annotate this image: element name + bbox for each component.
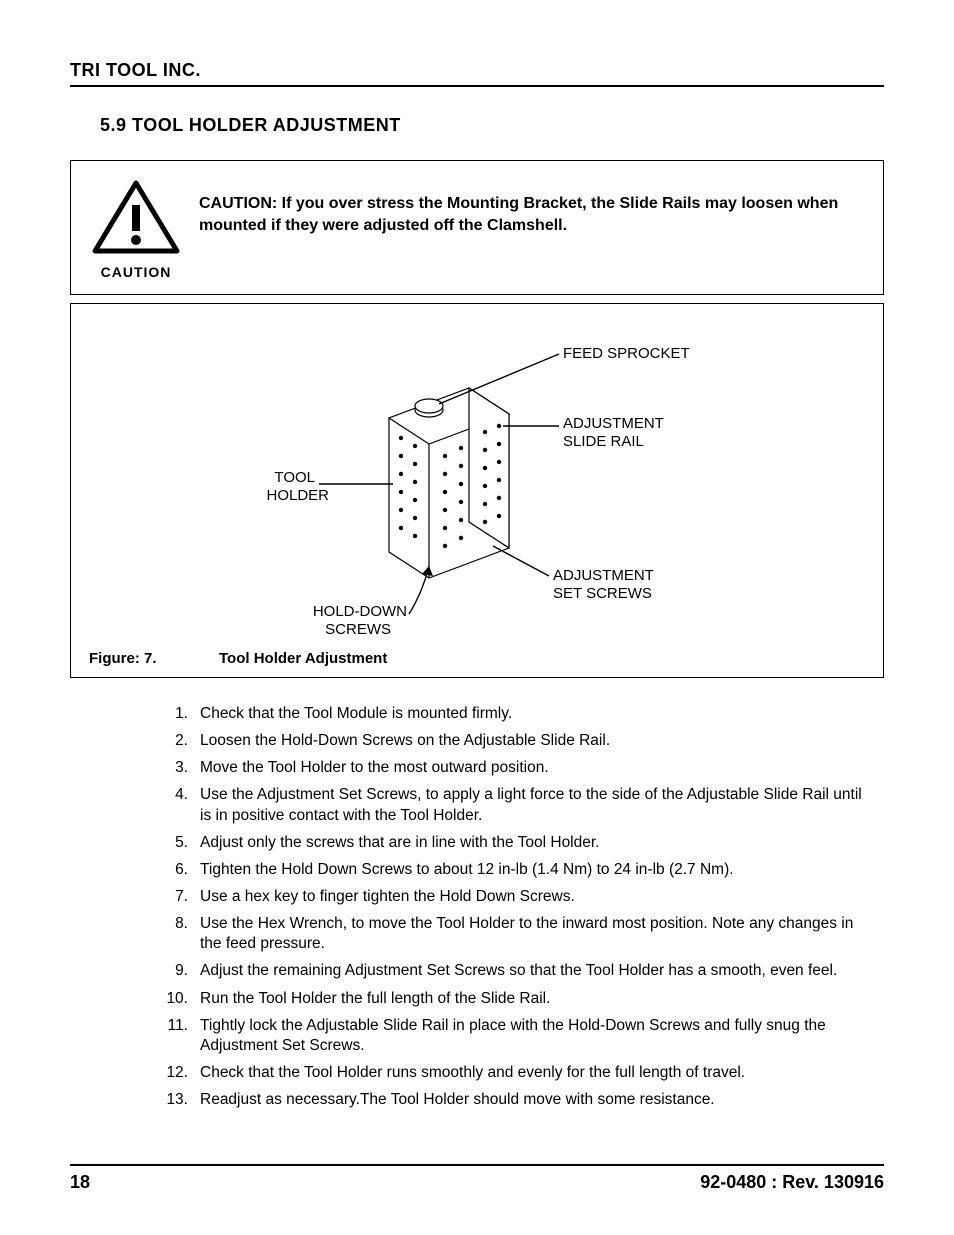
header-rule xyxy=(70,85,884,87)
list-item: 1.Check that the Tool Module is mounted … xyxy=(150,704,864,724)
list-item: 12.Check that the Tool Holder runs smoot… xyxy=(150,1063,864,1083)
caution-box: CAUTION CAUTION: If you over stress the … xyxy=(70,160,884,295)
figure-title: Tool Holder Adjustment xyxy=(219,650,387,667)
footer-row: 18 92-0480 : Rev. 130916 xyxy=(70,1172,884,1193)
step-text: Use a hex key to finger tighten the Hold… xyxy=(200,887,864,907)
caution-text: CAUTION: If you over stress the Mounting… xyxy=(191,179,863,236)
list-item: 6.Tighten the Hold Down Screws to about … xyxy=(150,860,864,880)
doc-rev: 92-0480 : Rev. 130916 xyxy=(700,1172,884,1193)
list-item: 3.Move the Tool Holder to the most outwa… xyxy=(150,758,864,778)
step-text: Adjust the remaining Adjustment Set Scre… xyxy=(200,961,864,981)
step-text: Tightly lock the Adjustable Slide Rail i… xyxy=(200,1016,864,1056)
figure-box: FEED SPROCKET ADJUSTMENT SLIDE RAIL TOOL… xyxy=(70,303,884,678)
caution-icon-wrap: CAUTION xyxy=(81,179,191,280)
step-text: Check that the Tool Holder runs smoothly… xyxy=(200,1063,864,1083)
callout-hold-down-l1: HOLD-DOWN xyxy=(313,603,407,620)
list-item: 10.Run the Tool Holder the full length o… xyxy=(150,989,864,1009)
section-heading: 5.9 TOOL HOLDER ADJUSTMENT xyxy=(100,115,884,136)
page-number: 18 xyxy=(70,1172,90,1193)
footer-rule xyxy=(70,1164,884,1166)
list-item: 4.Use the Adjustment Set Screws, to appl… xyxy=(150,785,864,825)
list-item: 11.Tightly lock the Adjustable Slide Rai… xyxy=(150,1016,864,1056)
list-item: 13.Readjust as necessary.The Tool Holder… xyxy=(150,1090,864,1110)
figure-diagram: FEED SPROCKET ADJUSTMENT SLIDE RAIL TOOL… xyxy=(89,318,865,648)
callout-adj-set-l1: ADJUSTMENT xyxy=(553,567,654,584)
step-text: Loosen the Hold-Down Screws on the Adjus… xyxy=(200,731,864,751)
step-text: Readjust as necessary.The Tool Holder sh… xyxy=(200,1090,864,1110)
list-item: 8.Use the Hex Wrench, to move the Tool H… xyxy=(150,914,864,954)
page: TRI TOOL INC. 5.9 TOOL HOLDER ADJUSTMENT… xyxy=(0,0,954,1235)
callout-adj-set-l2: SET SCREWS xyxy=(553,585,652,602)
callout-feed-sprocket: FEED SPROCKET xyxy=(563,345,690,362)
page-footer: 18 92-0480 : Rev. 130916 xyxy=(70,1164,884,1193)
list-item: 2.Loosen the Hold-Down Screws on the Adj… xyxy=(150,731,864,751)
callout-adj-slide-rail-l1: ADJUSTMENT xyxy=(563,415,664,432)
page-header: TRI TOOL INC. xyxy=(70,60,884,81)
step-text: Adjust only the screws that are in line … xyxy=(200,833,864,853)
step-text: Move the Tool Holder to the most outward… xyxy=(200,758,864,778)
step-text: Run the Tool Holder the full length of t… xyxy=(200,989,864,1009)
list-item: 5.Adjust only the screws that are in lin… xyxy=(150,833,864,853)
callout-hold-down-l2: SCREWS xyxy=(325,621,391,638)
step-text: Tighten the Hold Down Screws to about 12… xyxy=(200,860,864,880)
figure-number: Figure: 7. xyxy=(89,650,219,667)
figure-caption: Figure: 7. Tool Holder Adjustment xyxy=(89,648,865,667)
callout-adj-slide-rail-l2: SLIDE RAIL xyxy=(563,433,644,450)
steps-list: 1.Check that the Tool Module is mounted … xyxy=(150,704,864,1110)
step-text: Use the Adjustment Set Screws, to apply … xyxy=(200,785,864,825)
step-text: Use the Hex Wrench, to move the Tool Hol… xyxy=(200,914,864,954)
callout-tool-holder-l1: TOOL xyxy=(274,469,315,486)
caution-triangle-icon xyxy=(91,179,181,257)
callout-tool-holder-l2: HOLDER xyxy=(266,487,329,504)
caution-label: CAUTION xyxy=(81,264,191,280)
list-item: 7.Use a hex key to finger tighten the Ho… xyxy=(150,887,864,907)
step-text: Check that the Tool Module is mounted fi… xyxy=(200,704,864,724)
list-item: 9.Adjust the remaining Adjustment Set Sc… xyxy=(150,961,864,981)
